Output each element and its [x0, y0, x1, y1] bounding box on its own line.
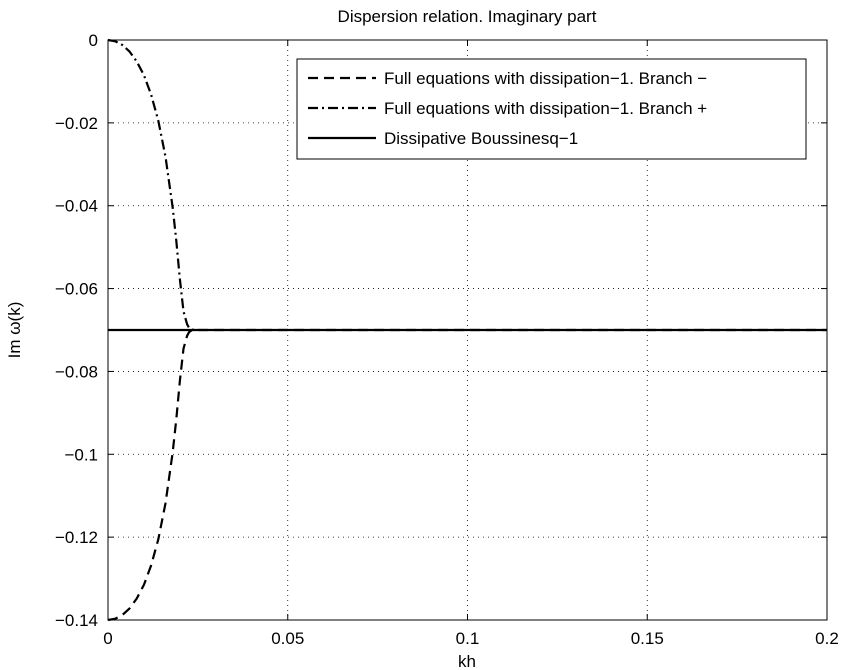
legend-label: Full equations with dissipation−1. Branc… — [384, 69, 707, 88]
y-tick-label: −0.08 — [55, 362, 98, 381]
series-line-1 — [107, 328, 827, 622]
x-axis-label: kh — [458, 652, 476, 670]
x-tick-label: 0 — [103, 629, 112, 648]
legend-label: Dissipative Boussinesq−1 — [384, 129, 578, 148]
x-tick-label: 0.1 — [456, 629, 480, 648]
x-tick-label: 0.2 — [815, 629, 839, 648]
y-tick-label: −0.04 — [55, 197, 98, 216]
y-tick-label: −0.1 — [64, 445, 98, 464]
y-tick-label: −0.02 — [55, 114, 98, 133]
legend-box — [296, 58, 807, 160]
y-tick-label: −0.14 — [55, 611, 98, 630]
series-layer — [107, 38, 827, 622]
series-line-2 — [107, 38, 195, 332]
ticks: 0 0.05 0.1 0.15 0.2 0 −0.02 −0.04 −0.06 −0.08 −0.1… — [55, 31, 839, 648]
y-tick-label: −0.12 — [55, 528, 98, 547]
y-tick-label: −0.06 — [55, 280, 98, 299]
legend: Full equations with dissipation−1. Branc… — [296, 58, 807, 160]
x-tick-label: 0.15 — [631, 629, 664, 648]
y-axis-label: Im ω(k) — [5, 302, 24, 359]
x-tick-label: 0.05 — [271, 629, 304, 648]
legend-label: Full equations with dissipation−1. Branc… — [384, 99, 707, 118]
chart-title: Dispersion relation. Imaginary part — [338, 7, 597, 26]
y-tick-label: 0 — [89, 31, 98, 50]
